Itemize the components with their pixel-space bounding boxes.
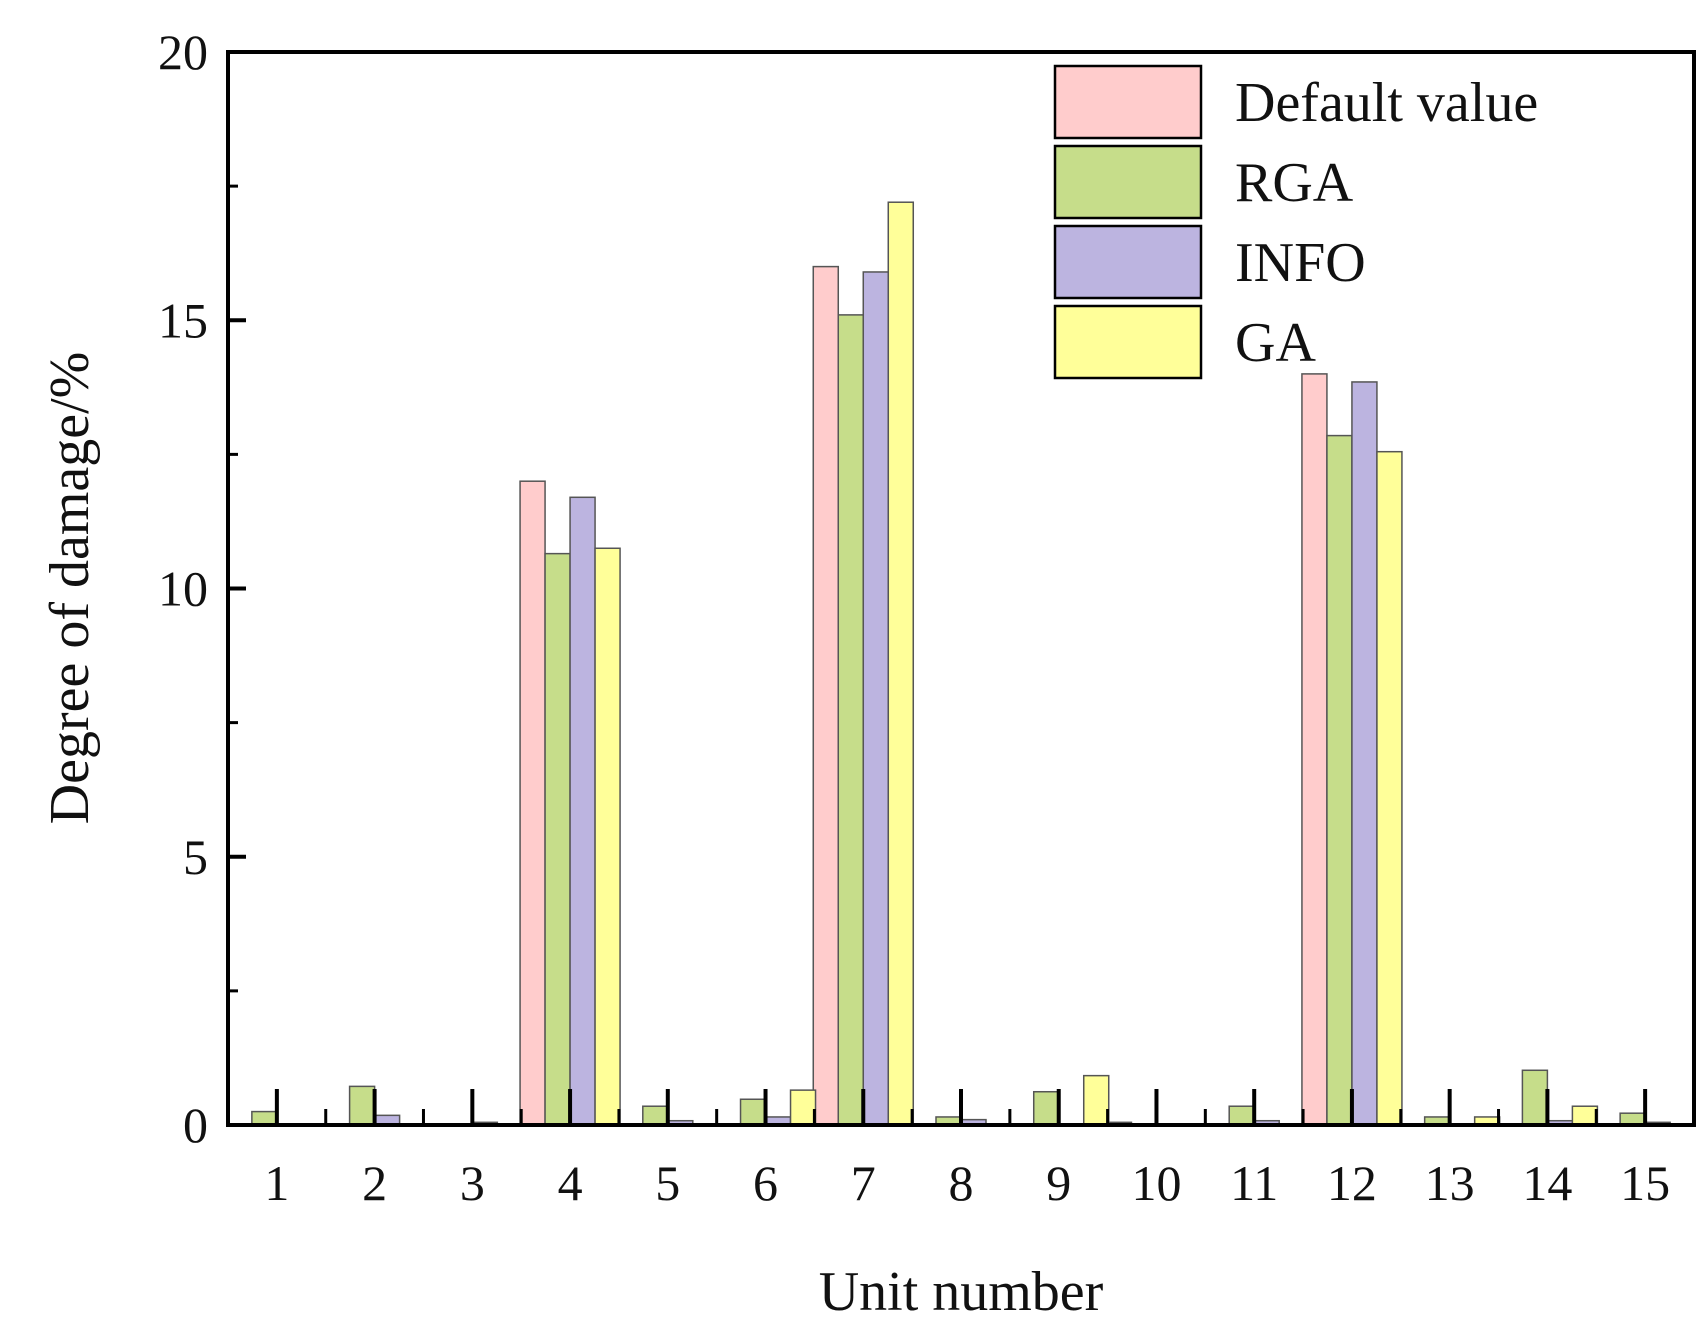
bar-rga-unit-11 <box>1228 1105 1255 1126</box>
bar-rga-unit-1 <box>251 1110 278 1126</box>
bar-default-value-unit-12 <box>1301 373 1328 1126</box>
bar-rga-unit-7 <box>837 314 865 1126</box>
bar-info-unit-7 <box>862 271 890 1126</box>
x-tick-label: 8 <box>949 1155 974 1211</box>
bar-info-unit-12 <box>1351 381 1378 1126</box>
bar-default-value-unit-7 <box>812 265 840 1126</box>
bar-rga-unit-12 <box>1326 434 1353 1126</box>
x-tick-label: 13 <box>1425 1155 1475 1211</box>
legend-label-info: INFO <box>1235 232 1366 294</box>
bar-ga-unit-14 <box>1571 1105 1599 1126</box>
bar-rga-unit-14 <box>1521 1069 1549 1126</box>
x-tick-label: 5 <box>655 1155 680 1211</box>
y-tick-label: 10 <box>158 561 208 617</box>
y-tick-label: 0 <box>183 1097 208 1153</box>
legend-swatch-default-value <box>1053 64 1203 140</box>
x-tick-label: 9 <box>1046 1155 1071 1211</box>
x-tick-label: 7 <box>851 1155 876 1211</box>
y-tick-label: 20 <box>158 24 208 80</box>
bar-ga-unit-12 <box>1376 450 1403 1126</box>
x-tick-label: 2 <box>362 1155 387 1211</box>
bar-info-unit-4 <box>569 496 596 1126</box>
x-tick-label: 6 <box>753 1155 778 1211</box>
legend-label-ga: GA <box>1235 312 1316 374</box>
x-tick-label: 4 <box>558 1155 583 1211</box>
bar-rga-unit-2 <box>348 1085 376 1126</box>
legend-swatch-info <box>1053 224 1203 300</box>
bar-default-value-unit-4 <box>519 480 546 1126</box>
legend-swatch-ga <box>1053 304 1203 380</box>
bar-ga-unit-9 <box>1082 1074 1110 1126</box>
y-tick-label: 15 <box>158 292 208 348</box>
x-tick-label: 12 <box>1327 1155 1377 1211</box>
bar-rga-unit-5 <box>642 1105 669 1126</box>
plot-frame <box>226 50 1696 1127</box>
x-tick-label: 10 <box>1131 1155 1181 1211</box>
bars-layer <box>251 201 1671 1126</box>
x-tick-label: 14 <box>1522 1155 1572 1211</box>
x-tick-label: 3 <box>460 1155 485 1211</box>
x-tick-label: 15 <box>1620 1155 1670 1211</box>
x-tick-label: 1 <box>264 1155 289 1211</box>
legend-swatch-rga <box>1053 144 1203 220</box>
legend: Default value RGA INFO GA <box>1053 64 1538 380</box>
bar-rga-unit-6 <box>739 1098 767 1126</box>
bar-ga-unit-4 <box>594 547 621 1126</box>
y-tick-label: 5 <box>183 829 208 885</box>
bar-rga-unit-9 <box>1032 1090 1060 1126</box>
x-tick-label: 11 <box>1230 1155 1278 1211</box>
y-axis-label: Degree of damage/% <box>39 352 101 825</box>
bar-ga-unit-7 <box>887 201 915 1126</box>
legend-label-rga: RGA <box>1235 152 1354 214</box>
legend-label-default-value: Default value <box>1235 72 1538 134</box>
bar-ga-unit-6 <box>789 1089 817 1126</box>
x-axis-label: Unit number <box>819 1261 1104 1323</box>
bar-rga-unit-4 <box>544 552 571 1126</box>
